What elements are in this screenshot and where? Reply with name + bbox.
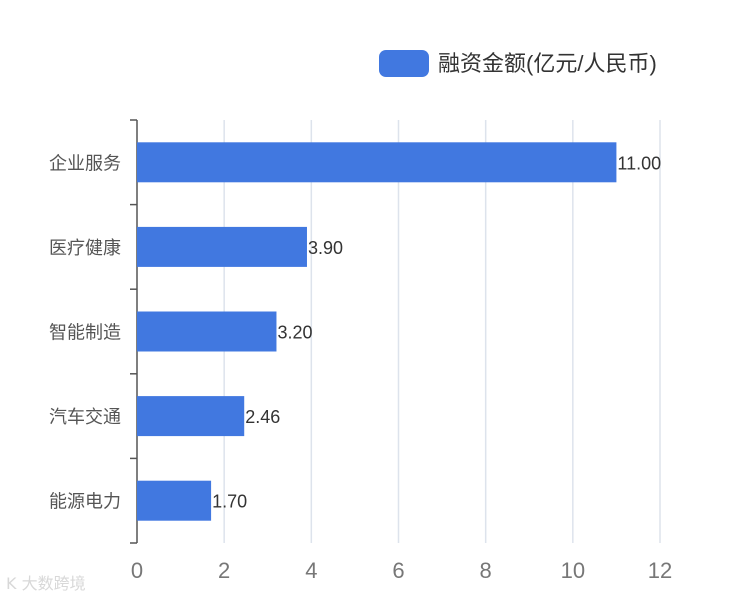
data-labels: 11.00 3.90 3.20 2.46 1.70 xyxy=(212,153,661,511)
value-label: 11.00 xyxy=(617,153,661,173)
bar-2 xyxy=(137,226,307,267)
watermark-logo: K 大数跨境 xyxy=(6,574,86,593)
bar-1 xyxy=(137,142,617,183)
category-label: 智能制造 xyxy=(49,323,121,343)
x-tick-label: 6 xyxy=(392,558,404,583)
x-tick-label: 10 xyxy=(561,558,585,583)
legend-swatch xyxy=(379,50,429,77)
value-label: 2.46 xyxy=(245,407,280,427)
category-label: 医疗健康 xyxy=(49,238,121,258)
x-tick-label: 0 xyxy=(131,558,143,583)
value-label: 3.90 xyxy=(308,238,343,258)
bar-5 xyxy=(137,480,212,521)
x-tick-label: 2 xyxy=(218,558,230,583)
bars xyxy=(137,142,617,521)
gridlines xyxy=(223,120,661,543)
value-label: 1.70 xyxy=(212,492,247,512)
category-label: 汽车交通 xyxy=(49,407,121,427)
x-tick-label: 8 xyxy=(480,558,492,583)
bar-4 xyxy=(137,396,245,437)
x-tick-label: 12 xyxy=(648,558,672,583)
x-tick-label: 4 xyxy=(305,558,317,583)
legend: 融资金额(亿元/人民币) xyxy=(379,50,657,77)
category-label: 企业服务 xyxy=(49,153,121,173)
category-label: 能源电力 xyxy=(49,492,121,512)
legend-label: 融资金额(亿元/人民币) xyxy=(438,51,657,76)
bar-3 xyxy=(137,311,277,352)
value-label: 3.20 xyxy=(277,323,312,343)
